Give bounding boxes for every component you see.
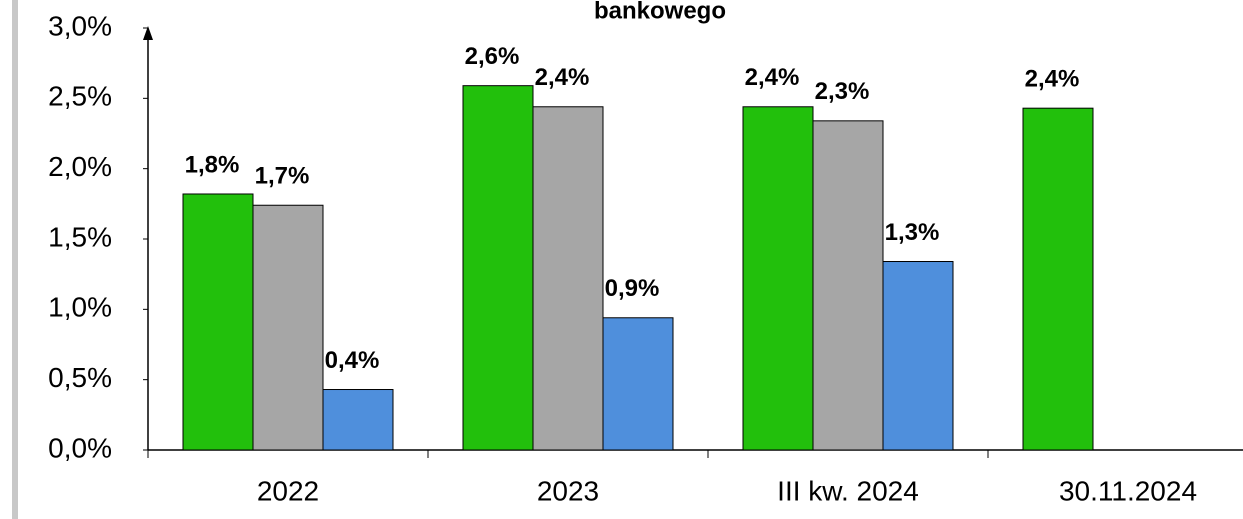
data-label: 2,4% [745,64,800,91]
data-label: 2,3% [815,78,870,105]
bar [252,204,324,451]
bar [322,389,394,451]
bar [1022,107,1094,451]
data-label: 2,6% [465,43,520,70]
left-border [12,0,18,519]
y-tick-label: 0,0% [48,432,112,463]
x-tick-label: 2022 [257,475,319,506]
bar [602,317,674,451]
bar [812,120,884,451]
y-tick-label: 2,5% [48,81,112,112]
bar [882,261,954,451]
data-label: 0,4% [325,347,380,374]
data-label: 1,8% [185,151,240,178]
bar [182,193,254,451]
chart-title: bankowego [594,0,726,24]
y-tick-label: 0,5% [48,362,112,393]
x-tick-label: III kw. 2024 [777,475,919,506]
data-label: 2,4% [535,64,590,91]
x-tick-label: 30.11.2024 [1059,475,1197,506]
x-tick-label: 2023 [537,475,599,506]
data-label: 1,7% [255,163,310,190]
bar [532,106,604,451]
data-label: 0,9% [605,275,660,302]
y-axis-arrow [143,26,153,40]
y-tick-label: 2,0% [48,151,112,182]
data-label: 2,4% [1025,66,1080,93]
y-tick-label: 1,0% [48,292,112,323]
y-tick-label: 3,0% [48,10,112,41]
y-tick-label: 1,5% [48,221,112,252]
data-label: 1,3% [885,219,940,246]
bar [462,85,534,451]
bar [742,106,814,451]
